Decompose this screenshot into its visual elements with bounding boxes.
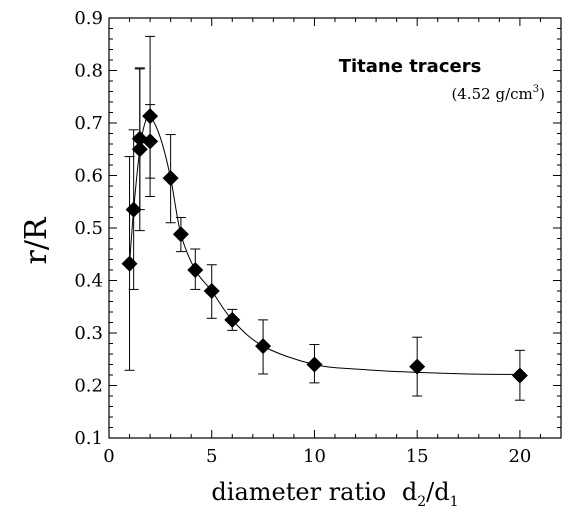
data-point-marker bbox=[142, 108, 159, 125]
x-tick-label: 20 bbox=[508, 446, 531, 467]
data-point-marker bbox=[142, 133, 159, 150]
data-point-marker bbox=[306, 356, 323, 373]
y-tick-label: 0.6 bbox=[74, 166, 103, 187]
y-tick-label: 0.8 bbox=[74, 61, 103, 82]
x-tick-label: 0 bbox=[103, 446, 114, 467]
x-tick-label: 5 bbox=[206, 446, 217, 467]
data-point-marker bbox=[131, 141, 148, 158]
data-point-marker bbox=[511, 367, 528, 384]
data-point-marker bbox=[255, 338, 272, 355]
y-tick-label: 0.4 bbox=[74, 271, 103, 292]
annotation-title: Titane tracers bbox=[339, 56, 482, 77]
annotation-density: (4.52 g/cm3) bbox=[451, 84, 545, 103]
data-point-marker bbox=[172, 226, 189, 243]
x-tick-label: 10 bbox=[303, 446, 326, 467]
y-tick-label: 0.9 bbox=[74, 8, 103, 29]
tick-labels: 0 5 10 15 20 0.1 0.2 0.3 0.4 0.5 0.6 0.7 0.8 0.9 bbox=[74, 8, 531, 467]
data-point-marker bbox=[409, 358, 426, 375]
y-tick-label: 0.1 bbox=[74, 428, 103, 449]
plot-frame bbox=[108, 17, 562, 439]
x-tick-label: 15 bbox=[406, 446, 429, 467]
ticks bbox=[108, 17, 562, 439]
density-exponent: 3 bbox=[533, 84, 539, 95]
y-axis-title: r/R bbox=[19, 216, 54, 264]
x-axis-title: diameter ratio d2/d1 bbox=[211, 478, 458, 510]
data-point-marker bbox=[162, 170, 179, 187]
markers bbox=[121, 108, 528, 384]
data-point-marker bbox=[224, 311, 241, 328]
data-point-marker bbox=[203, 283, 220, 299]
data-point-marker bbox=[187, 262, 204, 278]
y-tick-label: 0.2 bbox=[74, 376, 103, 397]
data-point-marker bbox=[121, 255, 138, 272]
y-tick-label: 0.3 bbox=[74, 323, 103, 344]
y-tick-label: 0.5 bbox=[74, 218, 103, 239]
data-point-marker bbox=[125, 201, 142, 218]
y-tick-label: 0.7 bbox=[74, 113, 103, 134]
fit-curve bbox=[129, 114, 520, 375]
